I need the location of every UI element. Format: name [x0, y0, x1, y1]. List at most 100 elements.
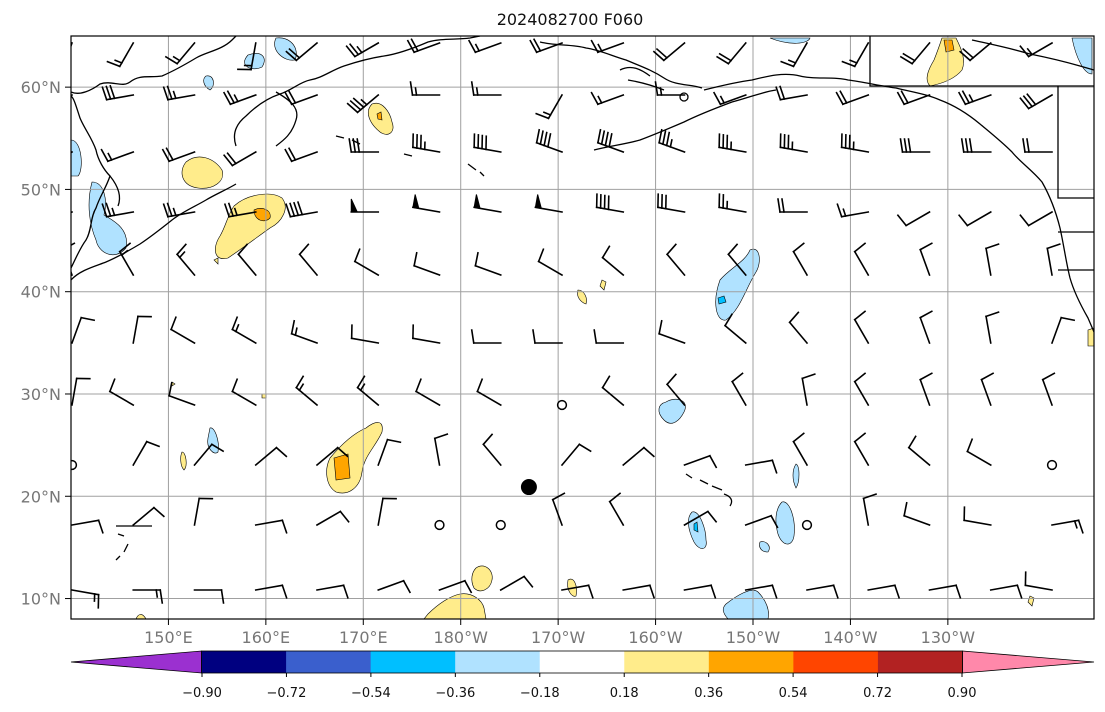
wind-barb [658, 128, 686, 154]
wind-barb [237, 243, 257, 277]
wind-barb [1019, 210, 1054, 227]
barb-full [587, 584, 594, 599]
lon-tick-label: 160°E [242, 628, 291, 647]
barb-full [1019, 214, 1030, 227]
barb-full [356, 138, 361, 153]
wind-barb [780, 41, 809, 68]
wind-barb [470, 81, 502, 96]
wind-barb [433, 433, 449, 466]
wind-barb [132, 315, 152, 344]
barb-full [336, 446, 349, 458]
barb-half [414, 87, 418, 96]
wind-barb [792, 242, 809, 277]
wind-barb [411, 133, 441, 153]
wind-barb [551, 492, 566, 527]
barb-full [226, 152, 237, 165]
wind-barb [499, 575, 534, 592]
lon-tick-label: 130°W [921, 628, 976, 647]
wind-barb [896, 90, 931, 106]
wind-barb [193, 497, 214, 526]
coastline-segment [233, 36, 481, 147]
barb-full [161, 148, 171, 163]
wind-barb [777, 198, 808, 213]
barb-shaft [853, 380, 870, 407]
wind-barb [71, 242, 76, 277]
wind-barb [622, 584, 656, 599]
wind-barb [164, 41, 196, 65]
barb-shaft [170, 328, 196, 345]
wind-barb [896, 210, 931, 227]
barb-full [339, 510, 350, 523]
wind-barb [176, 243, 196, 277]
colorbar-tick-label: 0.90 [948, 686, 977, 701]
barb-shaft [727, 253, 747, 277]
lon-tick-label: 150°E [144, 628, 193, 647]
barb-shaft [985, 315, 992, 344]
wind-barb [652, 41, 686, 62]
barb-full [658, 128, 663, 144]
barb-full [961, 90, 971, 104]
calm-circle [71, 459, 78, 471]
barb-shaft [966, 210, 992, 227]
wind-barb [723, 313, 747, 345]
contour-blob [244, 53, 265, 70]
barb-full [893, 584, 901, 599]
barb-full [727, 243, 739, 256]
wind-barb [350, 198, 380, 213]
barb-full [731, 372, 744, 383]
wind-barb [108, 378, 135, 407]
barb-half [178, 250, 186, 259]
barb-full [957, 91, 967, 106]
barb-full [1022, 138, 1026, 153]
barb-shaft [622, 584, 651, 591]
barb-full [781, 198, 785, 213]
barb-full [960, 138, 965, 153]
wind-barb [593, 329, 625, 344]
barb-full [118, 242, 132, 253]
wind-barb [132, 506, 165, 527]
chart-title: 2024082700 F060 [496, 10, 644, 29]
barb-full [539, 130, 544, 146]
barb-shaft [71, 150, 74, 154]
barb-shaft [377, 438, 389, 467]
barb-full [792, 432, 805, 443]
wind-barbs [71, 38, 1084, 609]
coastline-segment [335, 135, 485, 177]
barb-full [771, 584, 778, 599]
wind-barb [683, 510, 718, 527]
wind-barb [295, 375, 319, 407]
barb-full [298, 243, 310, 256]
barb-shaft [560, 443, 581, 467]
colorbar-tick-label: −0.72 [267, 686, 307, 701]
barb-full [170, 316, 177, 331]
barb-full [652, 50, 665, 62]
calm-circle [1046, 459, 1058, 471]
barb-shaft [744, 584, 774, 591]
contour-blob [376, 111, 383, 121]
contour-blob [215, 193, 286, 259]
barb-shaft [792, 250, 809, 277]
barb-half [360, 98, 368, 106]
wind-barb [529, 38, 564, 54]
barb-shaft [963, 519, 992, 526]
barb-full [532, 38, 542, 52]
barb-full [1041, 372, 1056, 381]
barb-half [107, 152, 113, 161]
lon-tick-label: 170°W [531, 628, 586, 647]
barb-shaft [601, 386, 625, 407]
wind-barb [775, 85, 808, 101]
barb-shaft [919, 378, 931, 407]
barb-full [666, 373, 677, 386]
barb-full [718, 52, 733, 62]
wind-barb [666, 373, 686, 407]
lat-tick-label: 60°N [21, 78, 61, 97]
barb-half [114, 59, 123, 64]
barb-full [356, 375, 366, 389]
barb-full [1019, 45, 1030, 58]
wind-barb [285, 201, 318, 218]
wind-barb [476, 378, 502, 407]
wind-barb [285, 41, 319, 62]
barb-shaft [132, 506, 156, 527]
wind-barb [254, 584, 288, 599]
map-area [71, 36, 1094, 619]
